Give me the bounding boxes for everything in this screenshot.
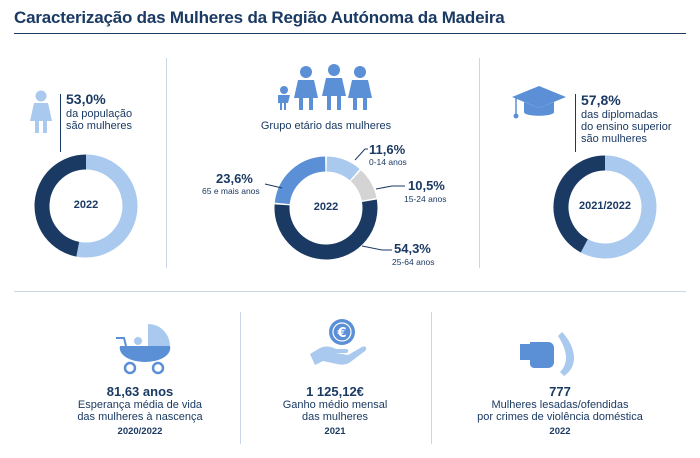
panel2-center: 2022 (313, 201, 339, 213)
label-25-64-range: 25-64 anos (392, 257, 435, 267)
label-15-24-value: 10,5% (408, 178, 445, 193)
stat2-value: 1 125,12€ (306, 384, 364, 399)
separator-v4 (431, 312, 432, 444)
title-rule (14, 33, 686, 34)
stat3-year: 2022 (549, 426, 571, 437)
separator-v1 (166, 58, 167, 268)
baby-carriage-icon (116, 324, 171, 375)
label-0-14-range: 0-14 anos (369, 157, 407, 167)
panel3-center: 2021/2022 (579, 200, 631, 212)
stat1-line2: das mulheres à nascença (77, 411, 203, 423)
stat1-line1: Esperança média de vida (77, 399, 203, 411)
stat2-line1: Ganho médio mensal (282, 399, 388, 411)
label-0-14-value: 11,6% (369, 142, 406, 157)
panel1-center: 2022 (73, 199, 99, 211)
panel3-line1: das diplomadas (581, 109, 659, 121)
woman-icon (30, 90, 52, 133)
stat3-line1: Mulheres lesadas/ofendidas (491, 399, 629, 411)
stat1-value: 81,63 anos (106, 384, 174, 399)
page-title: Caracterização das Mulheres da Região Au… (14, 8, 505, 27)
stat2-year: 2021 (324, 426, 346, 437)
donut-slice-25-64-anos (274, 199, 378, 260)
hand-euro-coin-icon: € (310, 319, 367, 365)
panel2-heading: Grupo etário das mulheres (260, 120, 392, 132)
label-65plus-range: 65 e mais anos (202, 186, 260, 196)
panel1-leader (60, 94, 61, 152)
donut-slice-homens (34, 154, 87, 257)
donut-slice-15-24-anos (350, 170, 377, 202)
donut-slice-0-14-anos (326, 156, 360, 181)
svg-text:€: € (336, 326, 346, 341)
graduation-cap-icon (512, 86, 566, 119)
family-icon (278, 64, 372, 110)
panel1-line2: são mulheres (66, 120, 133, 132)
label-65plus-value: 23,6% (216, 171, 253, 186)
donut-slice-65-e-mais-anos (274, 156, 326, 205)
fist-hand-icon (520, 332, 574, 376)
donut-slice-homens (553, 155, 606, 253)
panel1-line1: da população (66, 108, 133, 120)
donut-slice-mulheres (580, 155, 657, 259)
stat2-line2: das mulheres (301, 411, 369, 423)
stat1-year: 2020/2022 (117, 426, 163, 437)
donut-graduates (553, 155, 657, 259)
separator-h (14, 291, 686, 292)
panel1-value: 53,0% (66, 91, 106, 107)
panel3-value: 57,8% (581, 92, 621, 108)
separator-v3 (240, 312, 241, 444)
donut-slice-mulheres (76, 154, 138, 258)
label-25-64-value: 54,3% (394, 241, 431, 256)
donut-age-groups (274, 156, 378, 260)
donut-population (34, 154, 138, 258)
panel3-leader (575, 94, 576, 152)
separator-v2 (479, 58, 480, 268)
panel3-line2: do ensino superior (581, 121, 672, 133)
panel3-line3: são mulheres (581, 133, 648, 145)
stat3-value: 777 (549, 384, 571, 399)
label-15-24-range: 15-24 anos (404, 194, 447, 204)
stat3-line2: por crimes de violência doméstica (477, 411, 643, 423)
